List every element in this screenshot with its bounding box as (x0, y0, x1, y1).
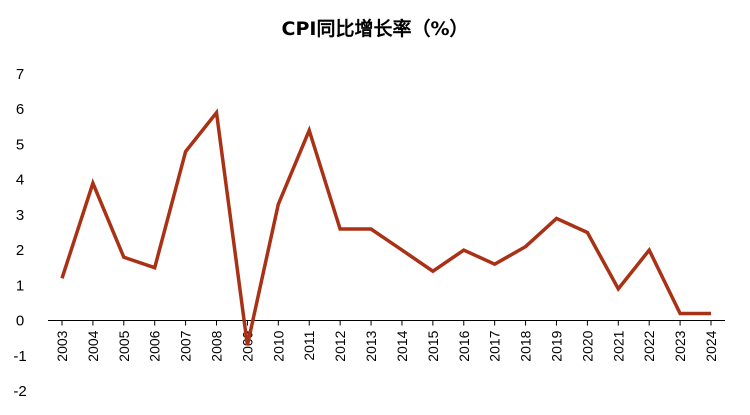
y-tick-label: 4 (16, 172, 24, 189)
y-tick-label: 6 (16, 101, 24, 118)
y-tick-label: 7 (16, 66, 24, 83)
x-tick-label: 2016 (456, 330, 472, 361)
x-tick-label: 2011 (301, 330, 317, 360)
y-tick-label: 3 (16, 207, 24, 224)
x-tick-label: 2018 (518, 330, 534, 361)
x-tick-label: 2007 (178, 330, 194, 361)
y-tick-label: 2 (16, 242, 24, 259)
chart-title: CPI同比增长率（%） (281, 18, 469, 40)
y-tick-label: -1 (13, 348, 26, 365)
x-tick-label: 2012 (332, 330, 348, 361)
x-tick-label: 2024 (703, 330, 719, 361)
x-tick-label: 2008 (209, 330, 225, 361)
x-tick-label: 2004 (85, 330, 101, 361)
x-tick-label: 2003 (54, 330, 70, 361)
x-tick-label: 2020 (579, 330, 595, 361)
x-tick-label: 2006 (147, 330, 163, 361)
y-tick-label: -2 (13, 383, 26, 400)
x-tick-label: 2014 (394, 330, 410, 361)
y-tick-label: 0 (16, 313, 24, 330)
x-tick-label: 2005 (116, 330, 132, 361)
x-tick-label: 2022 (641, 330, 657, 361)
x-tick-label: 2017 (487, 330, 503, 361)
x-tick-label: 2009 (239, 330, 255, 361)
series-line (60, 108, 711, 346)
x-tick-label: 2015 (425, 330, 441, 361)
x-tick-label: 2023 (672, 330, 688, 361)
x-tick-label: 2013 (363, 330, 379, 361)
y-tick-label: 1 (16, 277, 24, 294)
x-tick-label: 2019 (548, 330, 564, 361)
x-tick-label: 2021 (610, 330, 626, 361)
x-tick-label: 2010 (270, 330, 286, 361)
y-tick-label: 5 (16, 136, 24, 153)
